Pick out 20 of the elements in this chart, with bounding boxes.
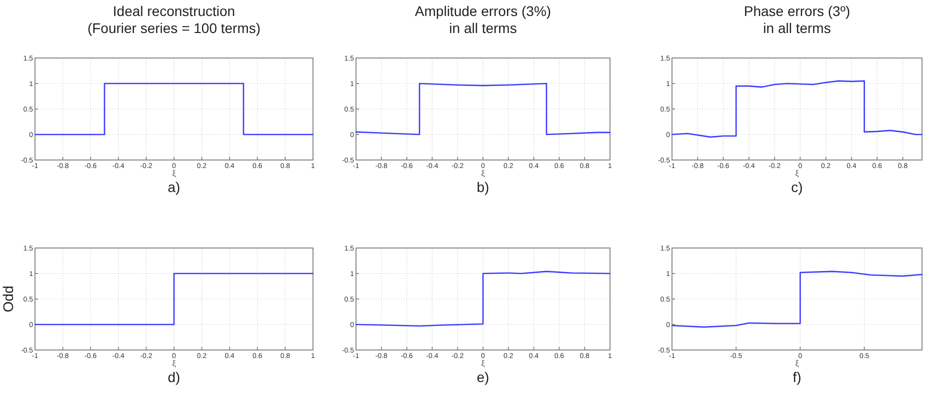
line-series <box>671 270 923 328</box>
line-series <box>671 80 923 138</box>
x-axis-title: ξ <box>172 359 176 368</box>
chart-title: Ideal reconstruction (Fourier series = 100 terms) <box>87 3 261 36</box>
x-axis-title: ξ <box>172 169 176 178</box>
y-axis-title: Odd <box>0 286 16 312</box>
chart-title: Phase errors (3º) in all terms <box>744 3 850 36</box>
x-axis-title: ξ <box>481 169 486 178</box>
x-axis-title: ξ <box>795 169 800 178</box>
chart-title: Amplitude errors (3%) in all terms <box>414 3 552 36</box>
text: f) <box>792 369 802 385</box>
x-axis-title: ξ <box>795 359 800 368</box>
line-series <box>355 82 611 136</box>
x-axis-title: ξ <box>481 359 486 368</box>
text: b) <box>476 179 490 195</box>
text: c) <box>791 179 803 195</box>
text: d) <box>168 369 180 385</box>
line-series <box>355 270 611 327</box>
text: a) <box>168 179 180 195</box>
text: e) <box>476 369 490 385</box>
